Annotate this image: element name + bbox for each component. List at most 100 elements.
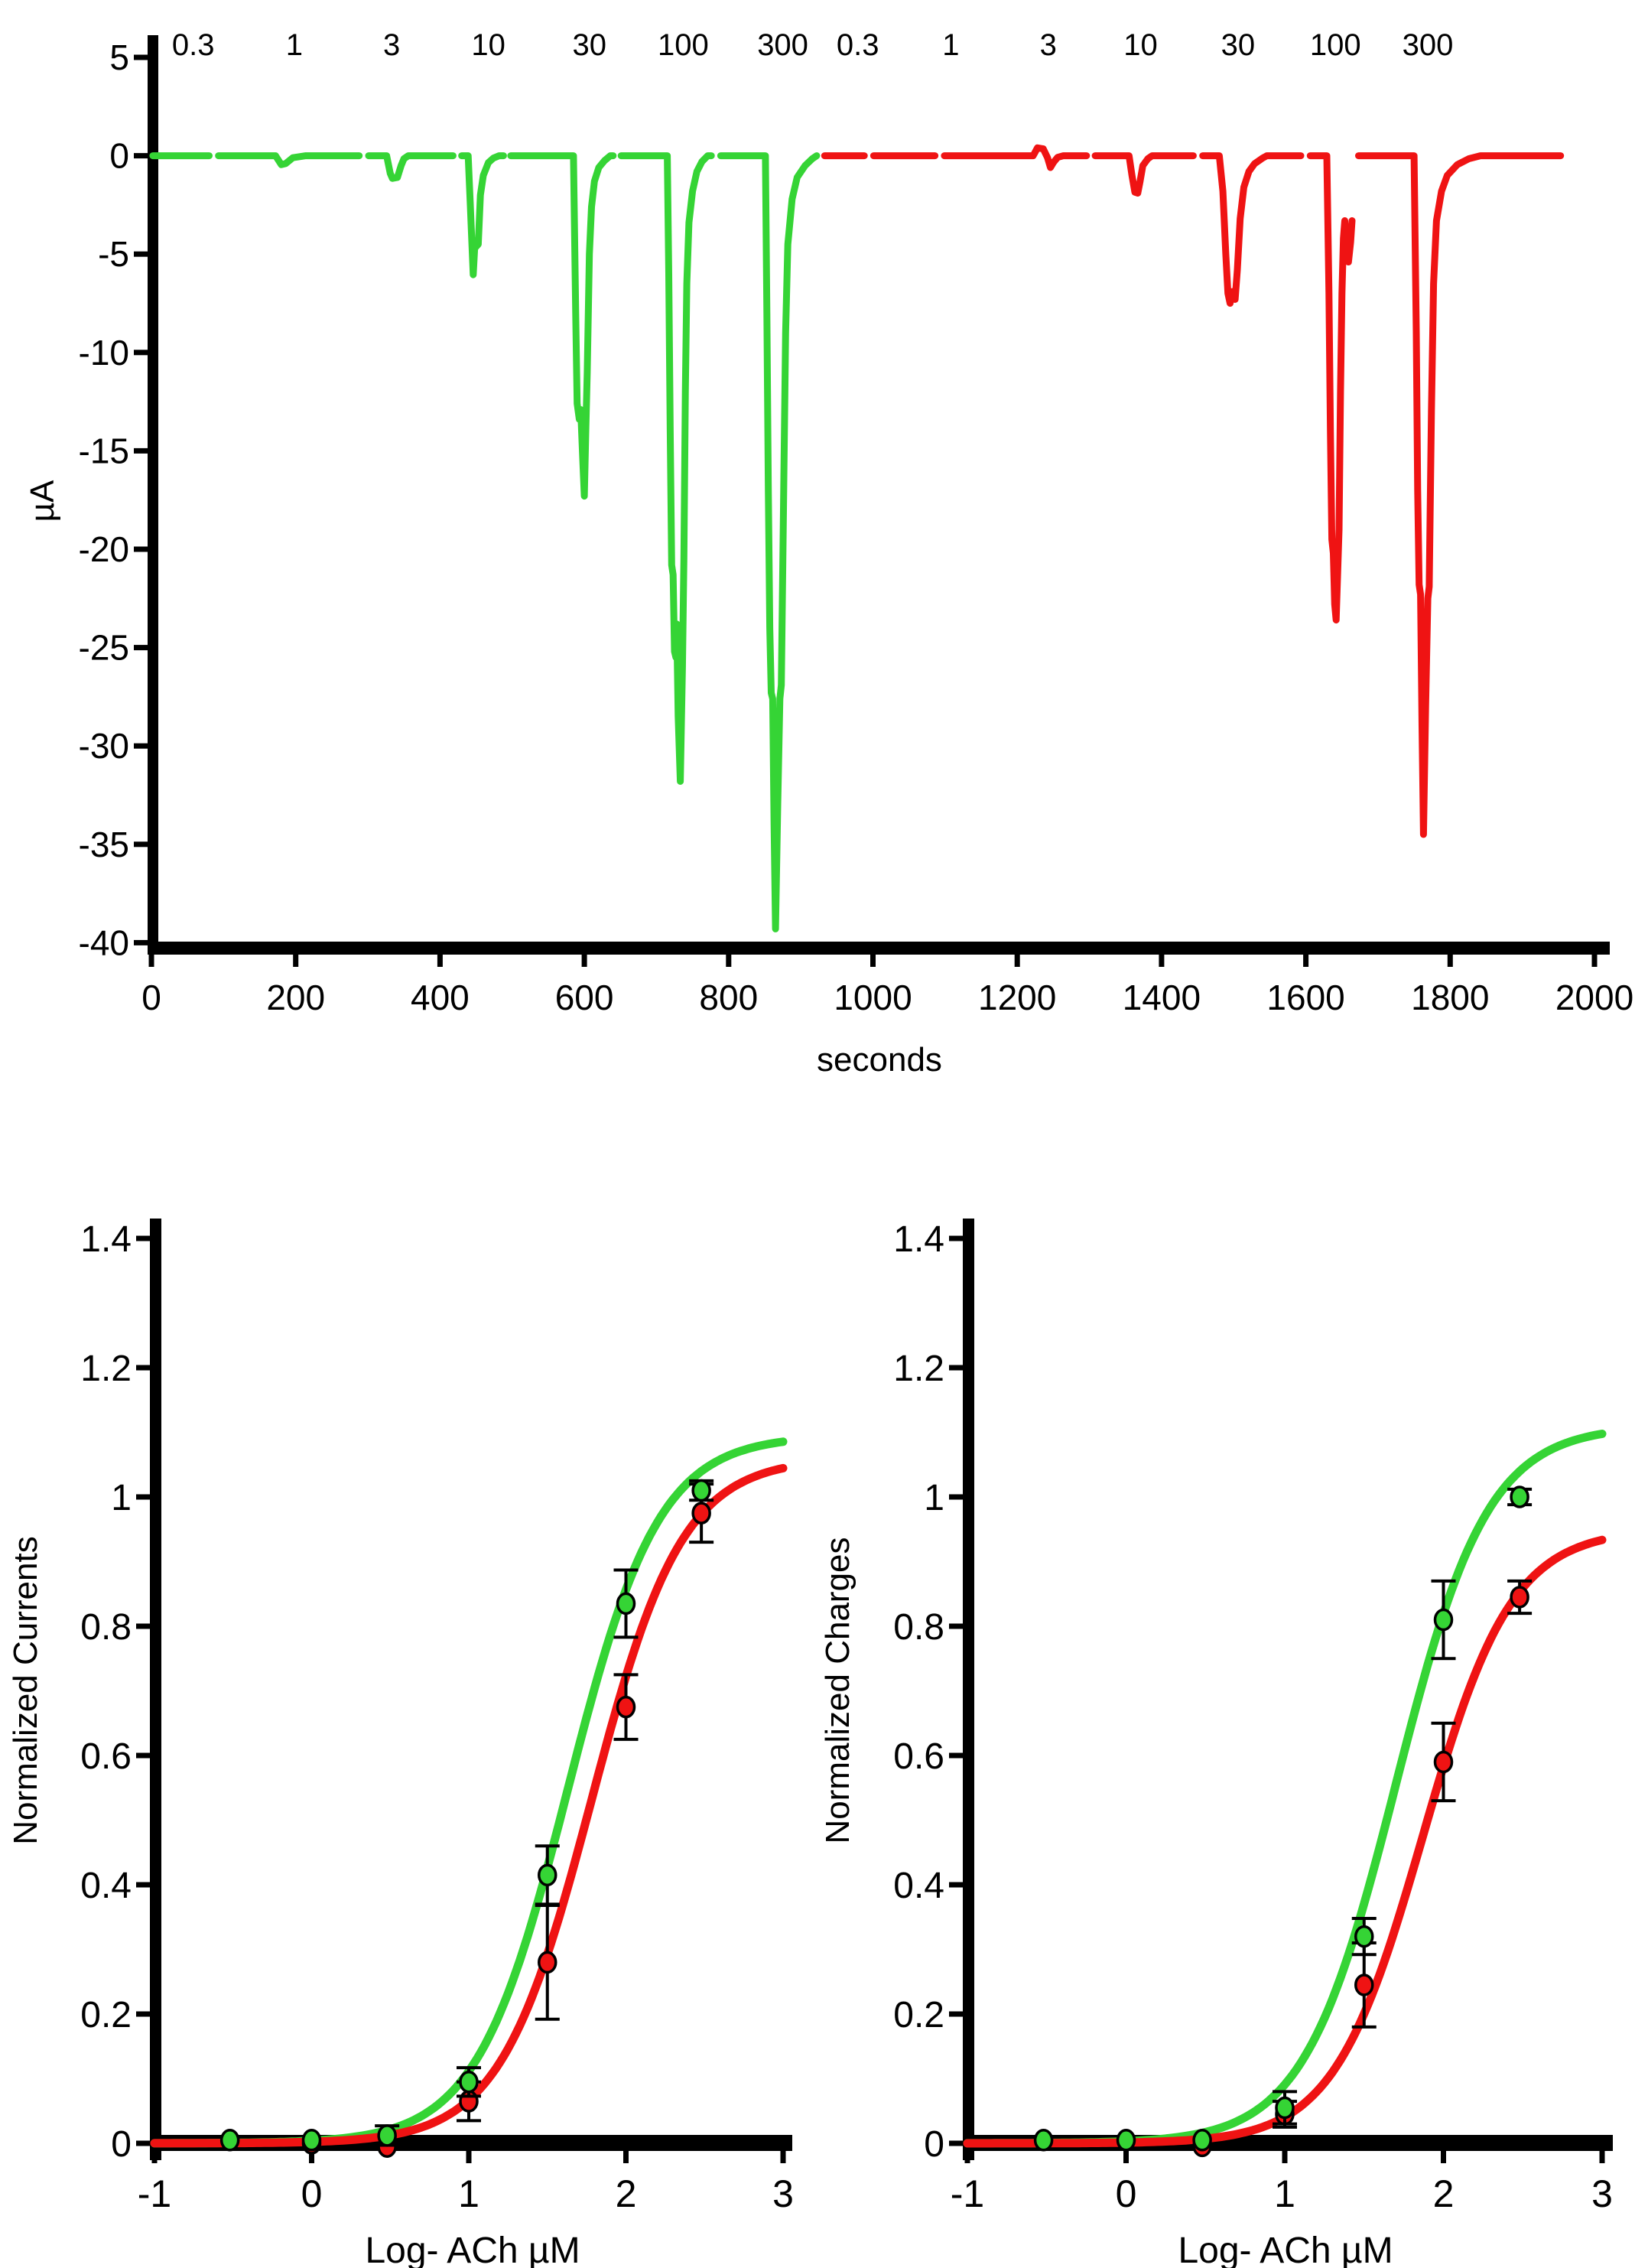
y-tick: [134, 251, 148, 257]
concentration-label-green: 100: [658, 28, 709, 62]
y-tick: [136, 1235, 150, 1241]
x-tick: [1447, 955, 1453, 967]
y-tick-label: 0.8: [80, 1607, 132, 1648]
y-tick-label: -35: [79, 825, 129, 864]
y-tick: [949, 1235, 963, 1241]
green-currents-data-point: [691, 1479, 711, 1502]
x-tick-label: 0: [1116, 2172, 1137, 2215]
y-tick-label: 0.4: [893, 1866, 944, 1906]
x-tick: [1599, 2151, 1605, 2163]
y-tick-label: 5: [109, 37, 129, 77]
concentration-label-red: 1: [942, 28, 959, 62]
x-tick: [1441, 2151, 1446, 2163]
y-tick-label: 1: [111, 1478, 132, 1518]
x-tick-label: 2: [616, 2172, 637, 2215]
y-tick-label: 0: [924, 2124, 944, 2165]
red-trace: [1199, 152, 1305, 307]
y-tick: [134, 546, 148, 552]
concentration-label-red: 300: [1403, 28, 1454, 62]
red-currents-data-point: [616, 1695, 636, 1719]
y-tick: [949, 1882, 963, 1888]
y-tick-label: 1.4: [893, 1219, 944, 1260]
x-tick-label: 200: [266, 978, 325, 1017]
y-tick: [134, 743, 148, 749]
x-tick: [1159, 955, 1165, 967]
green-trace: [215, 152, 363, 168]
normalized-currents-x-axis-title: Log- ACh µM: [365, 2231, 580, 2268]
y-tick: [136, 1494, 150, 1500]
y-tick: [949, 2140, 963, 2146]
concentration-label-green: 30: [572, 28, 606, 62]
y-tick-label: 0.4: [80, 1866, 132, 1906]
x-tick-label: 1: [458, 2172, 479, 2215]
top-y-axis: [148, 35, 158, 955]
x-tick-label: 800: [699, 978, 758, 1017]
red-charges-data-point: [1433, 1750, 1454, 1774]
x-tick: [1303, 955, 1309, 967]
concentration-label-red: 3: [1040, 28, 1057, 62]
y-tick: [134, 54, 148, 60]
green-charges-data-point: [1275, 2096, 1295, 2120]
y-tick-label: 1.4: [80, 1219, 132, 1260]
x-tick: [437, 955, 443, 967]
y-tick: [949, 1494, 963, 1500]
x-tick-label: 1200: [978, 978, 1056, 1017]
y-tick-label: 0.8: [893, 1607, 944, 1648]
green-charges-data-point: [1433, 1608, 1454, 1632]
y-tick: [136, 1752, 150, 1759]
x-tick: [293, 955, 299, 967]
x-tick-label: 1800: [1411, 978, 1489, 1017]
x-tick-label: 1600: [1266, 978, 1344, 1017]
y-tick: [949, 1623, 963, 1629]
green-charges-data-point: [1354, 1925, 1374, 1948]
x-tick-label: -1: [138, 2172, 171, 2215]
y-tick-label: -20: [79, 529, 129, 569]
y-tick: [949, 2011, 963, 2017]
concentration-label-green: 300: [757, 28, 808, 62]
concentration-label-green: 10: [471, 28, 505, 62]
x-tick-label: 0: [141, 978, 161, 1017]
green-trace: [717, 152, 821, 932]
red-charges-data-point: [1510, 1586, 1529, 1609]
x-tick: [309, 2151, 314, 2163]
red-charges-data-point: [1354, 1974, 1374, 1996]
red-trace: [1355, 152, 1565, 838]
y-tick-label: 1.2: [80, 1349, 132, 1389]
green-charges-data-point: [1192, 2129, 1212, 2152]
green-trace: [365, 152, 457, 182]
green-currents-data-point: [538, 1863, 557, 1887]
concentration-label-red: 30: [1221, 28, 1256, 62]
x-tick-label: 1000: [834, 978, 912, 1017]
x-tick-label: 400: [411, 978, 470, 1017]
normalized-charges-y-axis-title: Normalized Charges: [819, 1537, 857, 1843]
y-tick-label: 0.6: [80, 1736, 132, 1777]
green-currents-data-point: [377, 2124, 397, 2147]
x-tick: [466, 2151, 472, 2163]
y-tick: [134, 350, 148, 356]
green-charges-fit-curve: [963, 1430, 1607, 2148]
concentration-label-red: 0.3: [837, 28, 879, 62]
green-currents-data-point: [459, 2070, 479, 2094]
y-tick-label: 0.2: [80, 1995, 132, 2035]
green-trace: [507, 152, 617, 500]
y-tick-label: -10: [79, 333, 129, 373]
y-tick-label: -40: [79, 922, 129, 962]
y-tick-label: 0: [111, 2124, 132, 2165]
green-currents-data-point: [219, 2129, 240, 2152]
x-tick: [1014, 955, 1020, 967]
red-currents-fit-curve: [150, 1463, 788, 2148]
red-trace: [941, 144, 1091, 171]
green-currents-data-point: [616, 1592, 636, 1616]
green-charges-data-point: [1116, 2129, 1136, 2152]
x-tick: [780, 2151, 786, 2163]
y-tick-label: 1.2: [893, 1349, 944, 1389]
green-charges-data-point: [1033, 2129, 1054, 2152]
green-trace: [458, 152, 507, 278]
y-tick-label: 0.2: [893, 1995, 944, 2035]
x-tick-label: -1: [951, 2172, 984, 2215]
x-tick: [870, 955, 876, 967]
y-tick-label: 0: [109, 136, 129, 176]
green-currents-data-point: [301, 2129, 322, 2152]
